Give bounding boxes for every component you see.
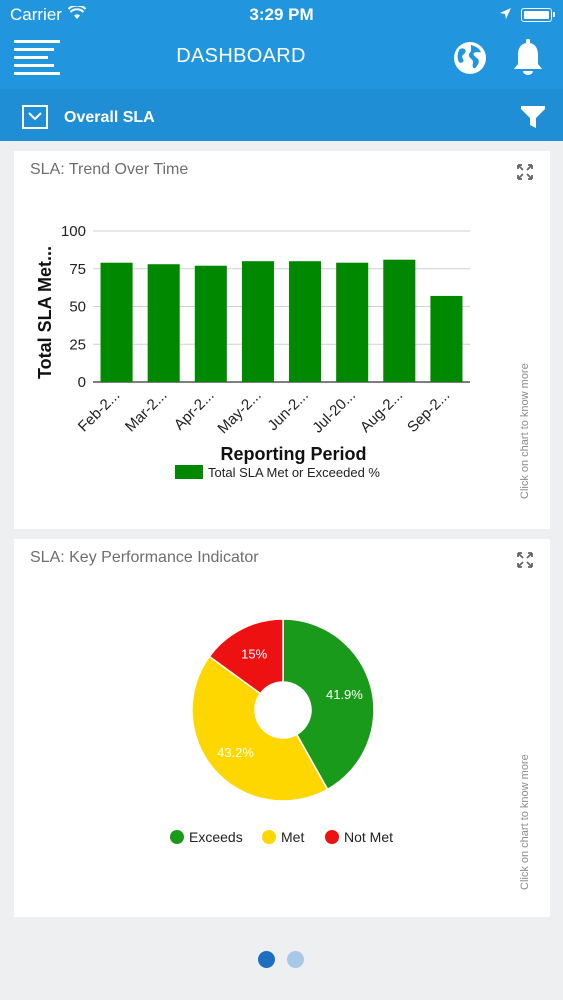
pie-slice-met[interactable] [191, 655, 329, 802]
bar[interactable] [100, 262, 133, 382]
bar[interactable] [289, 261, 322, 382]
expand-icon[interactable] [516, 163, 534, 181]
globe-icon[interactable] [452, 40, 488, 76]
y-tick-label: 75 [69, 261, 86, 278]
bar[interactable] [147, 264, 180, 382]
x-tick-label: Mar-2... [122, 387, 171, 436]
slice-value-label: 43.2% [217, 745, 254, 760]
bar[interactable] [241, 261, 274, 382]
trend-card: SLA: Trend Over Time 0 25 50 75 100 Feb-2... M… [14, 151, 550, 529]
donut-chart[interactable]: 41.9% 43.2% 15% Exceeds Met Not Met [14, 579, 494, 879]
expand-icon[interactable] [516, 551, 534, 569]
legend-label: Total SLA Met or Exceeded % [208, 465, 380, 480]
bar-chart[interactable]: 0 25 50 75 100 Feb-2...Mar-2... Apr-2...May-2.… [14, 189, 494, 529]
page-indicator-dot[interactable] [287, 951, 304, 968]
clock: 3:29 PM [249, 5, 314, 24]
page-indicator-dot-active[interactable] [258, 951, 275, 968]
notification-bell-icon[interactable] [511, 38, 545, 78]
legend-label[interactable]: Exceeds [189, 829, 243, 845]
chevron-down-icon [28, 112, 42, 121]
trend-card-title: SLA: Trend Over Time [30, 161, 189, 178]
x-tick-label: Jun-2... [264, 387, 311, 434]
y-axis-title: Total SLA Met... [35, 246, 55, 379]
kpi-card: SLA: Key Performance Indicator 41.9% 43.2… [14, 539, 550, 917]
page-title: DASHBOARD [176, 45, 306, 67]
battery-icon [521, 8, 555, 22]
slice-value-label: 41.9% [326, 687, 363, 702]
chart-hint-text: Click on chart to know more [519, 363, 531, 499]
bar[interactable] [336, 262, 369, 382]
menu-icon[interactable] [14, 40, 60, 78]
chart-hint-text: Click on chart to know more [519, 754, 531, 890]
bar[interactable] [194, 265, 227, 382]
x-tick-label: Sep-2... [404, 387, 453, 436]
wifi-icon [68, 6, 86, 19]
kpi-card-title: SLA: Key Performance Indicator [30, 549, 259, 566]
location-arrow-icon [500, 8, 511, 19]
y-tick-label: 100 [61, 223, 86, 240]
legend-marker [262, 830, 276, 844]
bar[interactable] [430, 295, 463, 382]
y-tick-label: 25 [69, 336, 86, 353]
legend-marker [170, 830, 184, 844]
x-axis-title: Reporting Period [220, 444, 366, 464]
x-tick-label: Aug-2... [357, 387, 406, 436]
carrier-label: Carrier [10, 5, 62, 24]
dropdown-toggle[interactable] [22, 105, 48, 129]
filter-bar [0, 89, 563, 141]
legend-label[interactable]: Met [281, 829, 304, 845]
sla-selector-label[interactable]: Overall SLA [64, 109, 155, 126]
app-header: Carrier 3:29 PM DASHBOARD [0, 0, 563, 89]
slice-value-label: 15% [241, 646, 267, 661]
legend-swatch [175, 465, 203, 479]
x-tick-label: Apr-2... [171, 387, 218, 434]
legend-label[interactable]: Not Met [344, 829, 393, 845]
x-tick-label: Jul-20... [309, 387, 359, 437]
pie-slice-exceeds[interactable] [282, 618, 375, 791]
x-tick-label: Feb-2... [75, 387, 124, 436]
legend-marker [325, 830, 339, 844]
bar[interactable] [383, 259, 416, 382]
y-tick-label: 0 [78, 374, 86, 391]
y-tick-label: 50 [69, 299, 86, 316]
filter-icon[interactable] [520, 104, 546, 130]
pie-slice-not-met[interactable] [208, 618, 284, 695]
status-bar: Carrier 3:29 PM [0, 0, 563, 30]
x-tick-label: May-2... [214, 387, 264, 437]
